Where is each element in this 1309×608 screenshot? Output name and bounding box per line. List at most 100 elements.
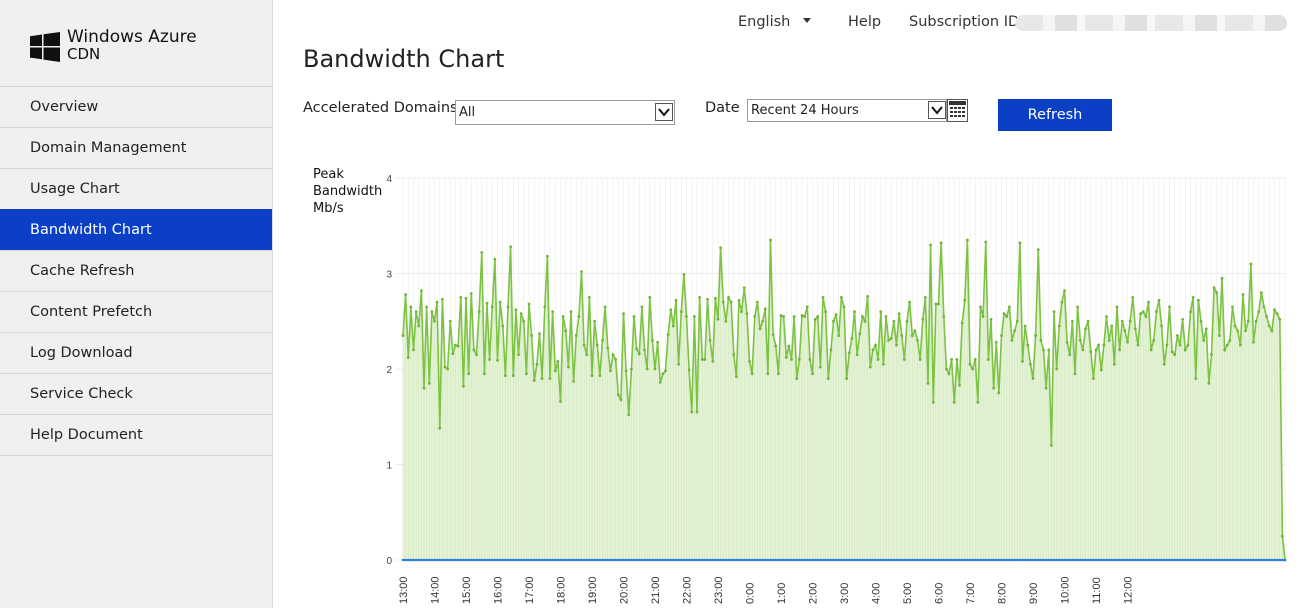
baseline-point bbox=[984, 558, 988, 562]
sidebar-item-log-download[interactable]: Log Download bbox=[0, 332, 272, 373]
data-point bbox=[921, 317, 925, 321]
baseline-point bbox=[485, 558, 489, 562]
data-point bbox=[1170, 350, 1174, 354]
baseline-point bbox=[1000, 558, 1003, 562]
data-point bbox=[1073, 372, 1077, 376]
x-tick-label: 18:00 bbox=[556, 576, 568, 604]
baseline-point bbox=[853, 558, 856, 562]
baseline-point bbox=[459, 558, 463, 562]
baseline-point bbox=[945, 558, 948, 562]
baseline-point bbox=[861, 558, 864, 562]
data-point bbox=[955, 358, 959, 361]
data-point bbox=[1115, 305, 1119, 309]
baseline-point bbox=[1212, 558, 1216, 562]
data-point bbox=[866, 295, 870, 298]
data-point bbox=[1225, 343, 1229, 347]
data-point bbox=[897, 312, 901, 316]
baseline-point bbox=[1233, 558, 1237, 562]
baseline-point bbox=[1002, 558, 1006, 562]
data-point bbox=[1026, 343, 1030, 347]
baseline-point bbox=[1260, 558, 1263, 562]
data-point bbox=[989, 317, 993, 321]
chevron-down-icon[interactable] bbox=[928, 101, 946, 119]
baseline-point bbox=[811, 558, 814, 562]
chart-ylabel-line: Peak bbox=[313, 167, 344, 182]
data-point bbox=[931, 401, 935, 404]
data-point bbox=[1241, 293, 1245, 296]
sidebar-item-usage-chart[interactable]: Usage Chart bbox=[0, 168, 272, 209]
sidebar-item-help-document[interactable]: Help Document bbox=[0, 414, 272, 456]
baseline-point bbox=[1162, 558, 1166, 562]
sidebar-item-domain-management[interactable]: Domain Management bbox=[0, 127, 272, 168]
help-link[interactable]: Help bbox=[848, 14, 882, 30]
data-point bbox=[926, 381, 930, 385]
data-point bbox=[1015, 319, 1019, 323]
data-point bbox=[784, 356, 788, 359]
data-point bbox=[438, 426, 442, 430]
baseline-point bbox=[1210, 558, 1213, 562]
date-select[interactable]: Recent 24 Hours bbox=[747, 99, 947, 122]
baseline-point bbox=[910, 558, 914, 562]
data-point bbox=[858, 332, 862, 336]
data-point bbox=[488, 358, 492, 361]
data-point bbox=[404, 293, 408, 296]
y-tick-label: 3 bbox=[386, 270, 392, 281]
baseline-point bbox=[879, 558, 883, 562]
baseline-point bbox=[729, 558, 733, 562]
baseline-point bbox=[921, 558, 925, 562]
x-tick-label: 3:00 bbox=[839, 583, 851, 604]
sidebar-item-cache-refresh[interactable]: Cache Refresh bbox=[0, 250, 272, 291]
baseline-point bbox=[1275, 558, 1279, 562]
data-point bbox=[855, 353, 859, 357]
date-label: Date bbox=[705, 100, 740, 116]
baseline-point bbox=[905, 558, 909, 562]
data-point bbox=[419, 289, 423, 293]
baseline-point bbox=[1223, 558, 1226, 562]
data-point bbox=[629, 367, 633, 371]
calendar-icon[interactable] bbox=[947, 99, 968, 122]
baseline-point bbox=[538, 558, 541, 562]
data-point bbox=[1036, 248, 1040, 252]
baseline-point bbox=[611, 558, 615, 562]
data-point bbox=[1223, 348, 1227, 352]
language-selector[interactable]: English bbox=[738, 14, 811, 30]
baseline-point bbox=[690, 558, 694, 562]
data-point bbox=[448, 319, 452, 323]
sidebar-item-bandwidth-chart[interactable]: Bandwidth Chart bbox=[0, 209, 272, 250]
baseline-point bbox=[590, 558, 594, 562]
baseline-point bbox=[845, 558, 848, 562]
data-point bbox=[653, 367, 657, 371]
sidebar-item-content-prefetch[interactable]: Content Prefetch bbox=[0, 291, 272, 332]
sidebar-item-service-check[interactable]: Service Check bbox=[0, 373, 272, 414]
refresh-button[interactable]: Refresh bbox=[998, 99, 1112, 131]
data-point bbox=[566, 365, 570, 369]
baseline-point bbox=[556, 558, 560, 562]
data-point bbox=[467, 372, 471, 376]
baseline-point bbox=[1218, 558, 1221, 562]
data-point bbox=[876, 358, 880, 361]
data-point bbox=[593, 319, 597, 323]
data-point bbox=[616, 393, 620, 397]
data-point bbox=[459, 295, 463, 299]
baseline-point bbox=[994, 558, 998, 562]
data-point bbox=[456, 344, 460, 348]
sidebar-item-overview[interactable]: Overview bbox=[0, 86, 272, 127]
data-point bbox=[658, 380, 662, 384]
baseline-point bbox=[1246, 558, 1250, 562]
data-point bbox=[818, 365, 822, 369]
data-point bbox=[821, 295, 825, 299]
data-point bbox=[887, 338, 891, 342]
data-point bbox=[766, 372, 770, 376]
data-point bbox=[834, 313, 838, 316]
baseline-point bbox=[430, 558, 434, 562]
data-point bbox=[430, 310, 434, 314]
data-point bbox=[601, 338, 604, 342]
windows-logo-icon bbox=[30, 32, 60, 62]
data-point bbox=[1168, 305, 1171, 309]
chevron-down-icon[interactable] bbox=[655, 103, 673, 121]
data-point bbox=[1231, 305, 1234, 309]
baseline-point bbox=[1029, 558, 1032, 562]
baseline-point bbox=[1023, 558, 1027, 562]
baseline-point bbox=[832, 558, 835, 562]
domains-select[interactable]: All bbox=[455, 100, 675, 125]
